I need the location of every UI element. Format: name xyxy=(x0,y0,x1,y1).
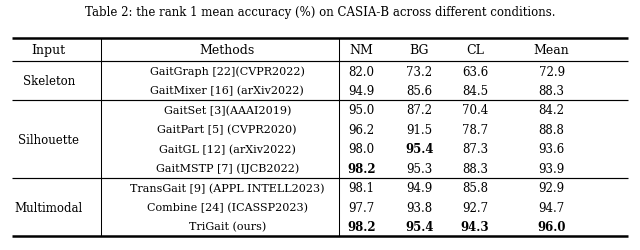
Text: Mean: Mean xyxy=(534,44,570,57)
Text: GaitMixer [16] (arXiv2022): GaitMixer [16] (arXiv2022) xyxy=(150,86,304,96)
Text: Input: Input xyxy=(31,44,66,57)
Text: 63.6: 63.6 xyxy=(461,65,488,78)
Text: 95.4: 95.4 xyxy=(405,143,433,156)
Text: TriGait (ours): TriGait (ours) xyxy=(189,222,266,232)
Text: GaitSet [3](AAAI2019): GaitSet [3](AAAI2019) xyxy=(163,105,291,116)
Text: Combine [24] (ICASSP2023): Combine [24] (ICASSP2023) xyxy=(147,202,308,212)
Text: 91.5: 91.5 xyxy=(406,123,432,136)
Text: 82.0: 82.0 xyxy=(349,65,374,78)
Text: 88.8: 88.8 xyxy=(539,123,564,136)
Text: 72.9: 72.9 xyxy=(539,65,564,78)
Text: 97.7: 97.7 xyxy=(348,201,375,214)
Text: Skeleton: Skeleton xyxy=(22,75,75,88)
Text: 93.8: 93.8 xyxy=(406,201,432,214)
Text: Silhouette: Silhouette xyxy=(18,133,79,146)
Text: GaitGraph [22](CVPR2022): GaitGraph [22](CVPR2022) xyxy=(150,66,305,77)
Text: 98.1: 98.1 xyxy=(349,182,374,194)
Text: 95.4: 95.4 xyxy=(405,220,433,233)
Text: 94.3: 94.3 xyxy=(461,220,489,233)
Text: 95.3: 95.3 xyxy=(406,162,433,175)
Text: 96.2: 96.2 xyxy=(349,123,374,136)
Text: 93.6: 93.6 xyxy=(538,143,565,156)
Text: 87.2: 87.2 xyxy=(406,104,432,117)
Text: 92.9: 92.9 xyxy=(539,182,564,194)
Text: Multimodal: Multimodal xyxy=(15,201,83,214)
Text: 94.9: 94.9 xyxy=(406,182,433,194)
Text: 85.6: 85.6 xyxy=(406,84,432,98)
Text: GaitGL [12] (arXiv2022): GaitGL [12] (arXiv2022) xyxy=(159,144,296,154)
Text: CL: CL xyxy=(466,44,484,57)
Text: 87.3: 87.3 xyxy=(462,143,488,156)
Text: 73.2: 73.2 xyxy=(406,65,432,78)
Text: GaitMSTP [7] (IJCB2022): GaitMSTP [7] (IJCB2022) xyxy=(156,163,299,174)
Text: Methods: Methods xyxy=(200,44,255,57)
Text: 98.2: 98.2 xyxy=(348,220,376,233)
Text: 93.9: 93.9 xyxy=(538,162,565,175)
Text: 98.2: 98.2 xyxy=(348,162,376,175)
Text: 84.2: 84.2 xyxy=(539,104,564,117)
Text: Table 2: the rank 1 mean accuracy (%) on CASIA-B across different conditions.: Table 2: the rank 1 mean accuracy (%) on… xyxy=(84,6,556,19)
Text: 98.0: 98.0 xyxy=(349,143,374,156)
Text: 88.3: 88.3 xyxy=(462,162,488,175)
Text: TransGait [9] (APPL INTELL2023): TransGait [9] (APPL INTELL2023) xyxy=(130,183,324,193)
Text: BG: BG xyxy=(410,44,429,57)
Text: 96.0: 96.0 xyxy=(538,220,566,233)
Text: 95.0: 95.0 xyxy=(348,104,375,117)
Text: NM: NM xyxy=(349,44,374,57)
Text: GaitPart [5] (CVPR2020): GaitPart [5] (CVPR2020) xyxy=(157,125,297,135)
Text: 70.4: 70.4 xyxy=(461,104,488,117)
Text: 84.5: 84.5 xyxy=(462,84,488,98)
Text: 78.7: 78.7 xyxy=(462,123,488,136)
Text: 85.8: 85.8 xyxy=(462,182,488,194)
Text: 88.3: 88.3 xyxy=(539,84,564,98)
Text: 94.7: 94.7 xyxy=(538,201,565,214)
Text: 92.7: 92.7 xyxy=(462,201,488,214)
Text: 94.9: 94.9 xyxy=(348,84,375,98)
